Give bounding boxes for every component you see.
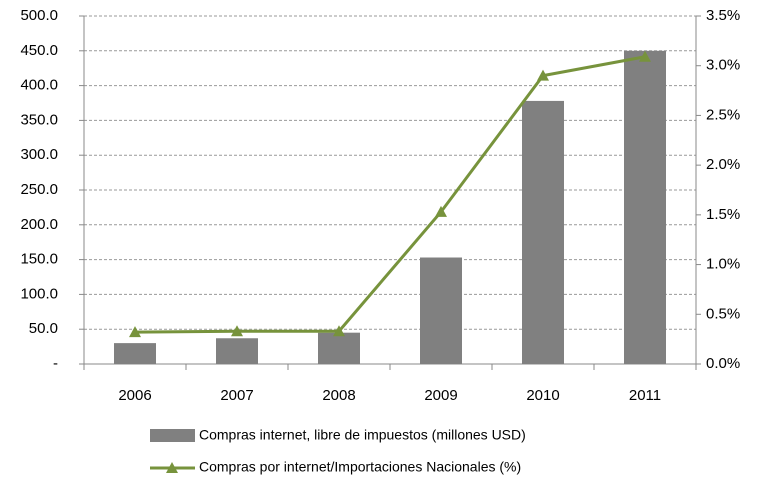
y-tick-label: 150.0 [20,251,58,268]
y-tick-label: 100.0 [20,285,58,302]
x-tick-label: 2011 [629,387,661,404]
y-tick-label: 50.0 [29,320,58,337]
bar [624,50,666,365]
marker [231,325,243,337]
y-tick-label: 350.0 [20,111,58,128]
bar [114,343,156,364]
marker [129,326,141,338]
y2-tick-label: 2.5% [706,106,740,123]
y2-tick-label: 2.0% [706,156,740,173]
bar [318,332,360,364]
y-tick-label: 200.0 [20,216,58,233]
y-tick-label: 400.0 [20,77,58,94]
bar [522,100,564,365]
legend-label: Compras internet, libre de impuestos (mi… [199,427,526,443]
marker [537,69,549,81]
marker [333,325,345,337]
marker [639,50,651,62]
legend-marker [166,462,178,473]
x-tick-label: 2007 [220,387,253,404]
y2-tick-label: 1.0% [706,256,740,273]
y2-tick-label: 3.0% [706,57,740,74]
legend-swatch [150,429,195,442]
y2-tick-label: 0.5% [706,305,740,322]
legend-label: Compras por internet/Importaciones Nacio… [199,459,521,475]
x-tick-label: 2009 [424,387,457,404]
x-tick-label: 2010 [526,387,559,404]
y-tick-label: 500.0 [20,7,58,24]
x-tick-label: 2006 [118,387,151,404]
y2-tick-label: 1.5% [706,206,740,223]
bar [420,257,462,364]
y2-tick-label: 3.5% [706,7,740,24]
y2-tick-label: 0.0% [706,355,740,372]
line [134,55,646,334]
y-tick-label: 300.0 [20,146,58,163]
x-tick-label: 2008 [322,387,355,404]
marker [435,205,447,217]
y-tick-label: 250.0 [20,181,58,198]
y-tick-label: - [53,355,58,372]
bar [216,338,258,364]
y-tick-label: 450.0 [20,42,58,59]
